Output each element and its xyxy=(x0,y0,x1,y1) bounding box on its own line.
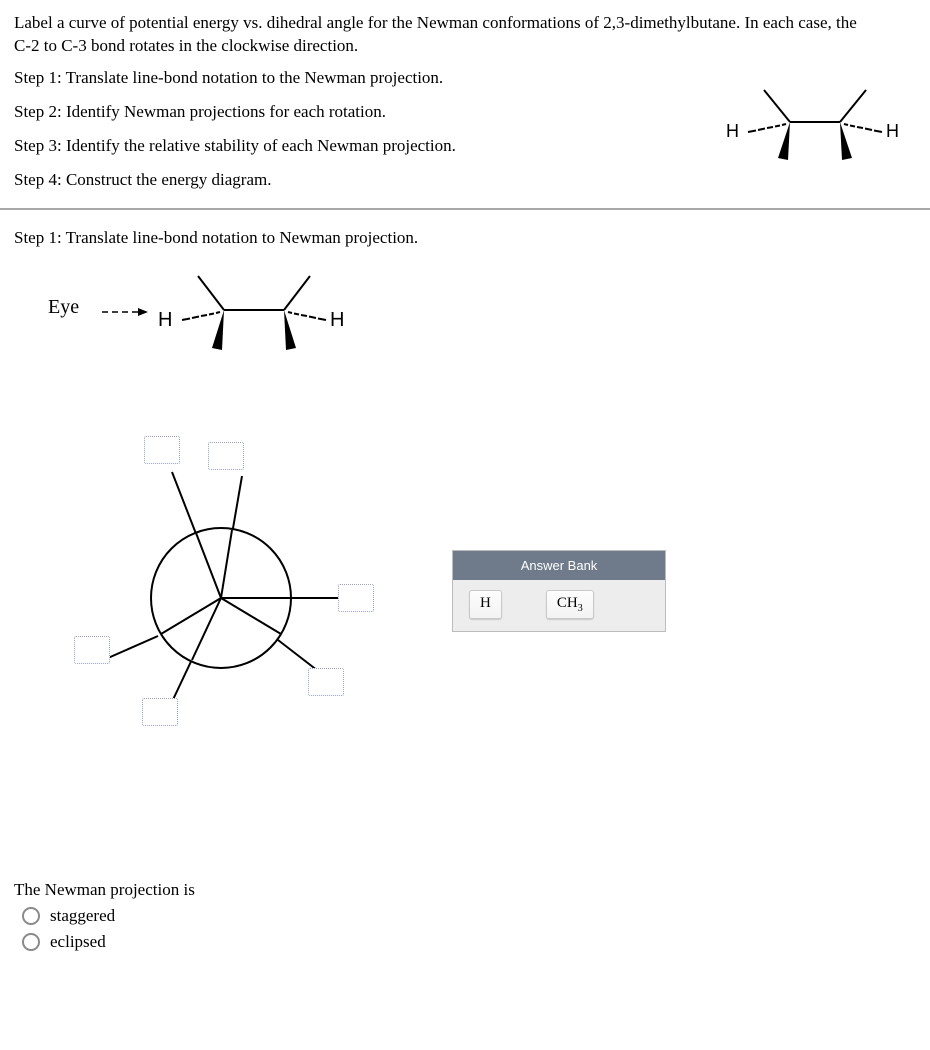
radio-eclipsed-label: eclipsed xyxy=(50,932,106,952)
drop-target-front-bottom[interactable] xyxy=(142,698,178,726)
intro-line2: C-2 to C-3 bond rotates in the clockwise… xyxy=(14,36,358,55)
drop-target-front-top-right[interactable] xyxy=(208,442,244,470)
intro-line1: Label a curve of potential energy vs. di… xyxy=(14,13,857,32)
drop-target-front-top-left[interactable] xyxy=(144,436,180,464)
newman-projection-diagram xyxy=(46,430,366,770)
answer-bank: Answer Bank H CH3 xyxy=(452,550,666,632)
section-divider xyxy=(0,208,930,210)
radio-staggered[interactable] xyxy=(22,907,40,925)
molecule-structure-eye: H H xyxy=(144,264,364,369)
radio-staggered-label: staggered xyxy=(50,906,115,926)
answer-item-CH3[interactable]: CH3 xyxy=(546,590,594,619)
answer-bank-header: Answer Bank xyxy=(453,551,665,580)
drop-target-back-left[interactable] xyxy=(74,636,110,664)
projection-question-prompt: The Newman projection is xyxy=(14,880,916,900)
molecule-right-H: H xyxy=(886,121,899,141)
eye-label: Eye xyxy=(48,296,79,319)
svg-text:H: H xyxy=(158,309,172,331)
drop-target-back-right[interactable] xyxy=(338,584,374,612)
answer-item-H[interactable]: H xyxy=(469,590,502,619)
radio-eclipsed[interactable] xyxy=(22,933,40,951)
svg-text:H: H xyxy=(330,309,344,331)
drop-target-back-bottom-right[interactable] xyxy=(308,668,344,696)
molecule-left-H: H xyxy=(726,121,739,141)
molecule-structure-top: H H xyxy=(720,82,910,177)
step-body-heading: Step 1: Translate line-bond notation to … xyxy=(14,228,916,248)
